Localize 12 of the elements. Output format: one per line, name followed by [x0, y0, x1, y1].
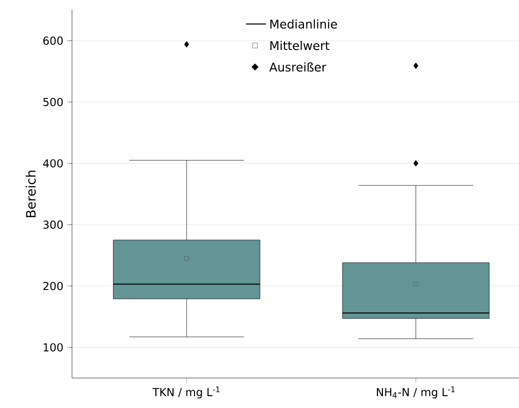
y-tick-label: 200 — [43, 282, 63, 290]
annotation: Ausreißer — [269, 62, 326, 72]
annotation: Medianlinie — [270, 19, 337, 29]
y-tick-label: 600 — [43, 36, 63, 45]
y-axis-title: Bereich — [26, 170, 36, 218]
y-tick-label: 400 — [43, 159, 63, 168]
x-tick-label: TKN / mg L$^{-1}$ — [152, 386, 220, 398]
annotation: Mittelwert — [270, 40, 330, 50]
y-tick-label: 500 — [43, 98, 63, 106]
y-tick-label: 300 — [43, 220, 63, 229]
y-tick-label: 100 — [44, 343, 63, 352]
x-tick-label: NH$_{4}$-N / mg L$^{-1}$ — [376, 386, 455, 398]
